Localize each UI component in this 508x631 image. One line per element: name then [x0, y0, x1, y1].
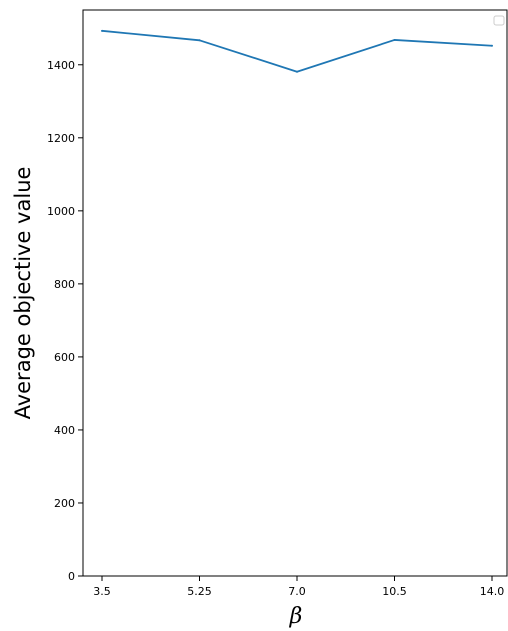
x-axis-title: β: [289, 604, 303, 629]
series-point: [101, 29, 103, 32]
y-tick-label: 800: [54, 278, 75, 291]
legend-box: [493, 15, 505, 26]
y-tick-label: 400: [54, 424, 75, 437]
x-tick-label: 14.0: [480, 585, 505, 598]
series-point: [491, 44, 493, 47]
series-point: [393, 38, 396, 41]
x-tick-label: 7.0: [288, 585, 306, 598]
series-point: [296, 70, 298, 73]
y-tick-label: 200: [54, 497, 75, 510]
x-tick-label: 3.5: [93, 585, 111, 598]
y-tick-label: 600: [54, 351, 75, 364]
y-axis-title: Average objective value: [11, 167, 35, 420]
plot-frame: [82, 9, 508, 577]
x-tick-label: 10.5: [382, 585, 407, 598]
x-axis-ticks: 3.5 5.25 7.0 10.5 14.0: [93, 576, 504, 598]
y-tick-label: 1400: [47, 59, 75, 72]
y-tick-label: 1200: [47, 132, 75, 145]
series-line: [101, 29, 493, 73]
y-tick-label: 1000: [47, 205, 75, 218]
series-point: [198, 39, 201, 42]
x-tick-label: 5.25: [187, 585, 212, 598]
y-tick-label: 0: [68, 570, 75, 583]
series-layer: [101, 29, 493, 73]
y-axis-ticks: 0 200 400 600 800 1000 1200 1400: [47, 59, 83, 583]
